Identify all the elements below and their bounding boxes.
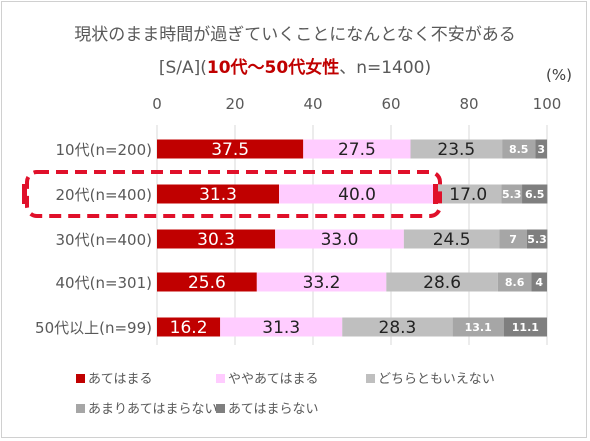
bar-segment — [342, 317, 453, 337]
bar-segment — [535, 139, 547, 159]
data-label: 6.5 — [525, 188, 545, 201]
bar-segment — [502, 139, 536, 159]
chart-title: 現状のまま時間が過ぎていくことになんとなく不安がある — [74, 25, 516, 45]
x-tick-label: 80 — [459, 95, 478, 113]
bar-segment — [256, 272, 387, 292]
chart-subtitle: [S/A](10代～50代女性、n=1400) — [0, 53, 590, 78]
bar-segment — [452, 317, 504, 337]
data-label: 8.5 — [509, 143, 529, 156]
data-label: 31.3 — [262, 318, 300, 338]
data-label: 33.0 — [321, 230, 359, 250]
data-label: 17.0 — [449, 185, 487, 205]
subtitle-prefix: [S/A]( — [158, 58, 207, 78]
data-label: 11.1 — [512, 321, 539, 334]
data-label: 27.5 — [338, 140, 376, 160]
legend-swatch — [366, 374, 375, 383]
highlight-box — [25, 170, 442, 218]
bar-segment — [531, 272, 547, 292]
bar-segment — [303, 139, 411, 159]
highlight-marker — [22, 184, 27, 204]
legend-label: ややあてはまる — [228, 372, 318, 387]
bar-segment — [526, 229, 548, 249]
legend-swatch — [216, 404, 225, 413]
bar-segment — [279, 184, 436, 204]
category-label: 10代(n=200) — [56, 141, 153, 159]
data-label: 24.5 — [433, 230, 471, 250]
bar-segment — [157, 229, 276, 249]
legend-swatch — [216, 374, 225, 383]
data-label: 28.3 — [379, 318, 417, 338]
data-label: 5.3 — [527, 233, 547, 246]
bar-segment — [157, 317, 221, 337]
data-label: 37.5 — [211, 140, 249, 160]
x-tick-label: 0 — [152, 95, 162, 113]
legend-swatch — [76, 404, 85, 413]
unit-label: (%) — [546, 66, 572, 84]
x-tick-label: 20 — [225, 95, 244, 113]
x-tick-label: 60 — [381, 95, 400, 113]
data-label: 3 — [537, 143, 545, 156]
legend-label: どちらともいえない — [378, 372, 495, 387]
data-label: 4 — [535, 276, 543, 289]
legend-label: あてはまらない — [228, 402, 318, 417]
subtitle-highlight: 10代～50代女性 — [206, 58, 340, 78]
bar-segment — [435, 184, 502, 204]
data-label: 31.3 — [199, 185, 237, 205]
data-label: 8.6 — [505, 276, 525, 289]
data-label: 25.6 — [188, 273, 226, 293]
category-label: 40代(n=301) — [56, 274, 153, 292]
bar-segment — [522, 184, 548, 204]
bar-segment — [386, 272, 498, 292]
x-tick-label: 100 — [533, 95, 562, 113]
legend-label: あまりあてはまらない — [88, 402, 217, 417]
category-label: 50代以上(n=99) — [35, 319, 152, 337]
data-label: 16.2 — [170, 318, 208, 338]
bar-segment — [275, 229, 404, 249]
data-label: 40.0 — [338, 185, 376, 205]
bar-segment — [497, 272, 532, 292]
legend-label: あてはまる — [88, 372, 152, 387]
category-label: 20代(n=400) — [56, 186, 153, 204]
data-label: 7 — [509, 233, 517, 246]
data-label: 33.2 — [303, 273, 341, 293]
x-tick-label: 40 — [303, 95, 322, 113]
bar-segment — [501, 184, 523, 204]
bar-segment — [157, 139, 304, 159]
bar-segment — [403, 229, 500, 249]
data-label: 30.3 — [197, 230, 235, 250]
legend-swatch — [76, 374, 85, 383]
category-label: 30代(n=400) — [56, 231, 153, 249]
highlight-marker — [433, 184, 438, 204]
subtitle-suffix: 、n=1400) — [339, 58, 432, 78]
data-label: 5.3 — [502, 188, 522, 201]
bar-segment — [503, 317, 547, 337]
bar-segment — [410, 139, 503, 159]
bar-segment — [157, 272, 257, 292]
bar-segment — [499, 229, 527, 249]
bar-segment — [220, 317, 343, 337]
bar-segment — [157, 184, 280, 204]
data-label: 13.1 — [465, 321, 492, 334]
data-label: 23.5 — [437, 140, 475, 160]
data-label: 28.6 — [423, 273, 461, 293]
